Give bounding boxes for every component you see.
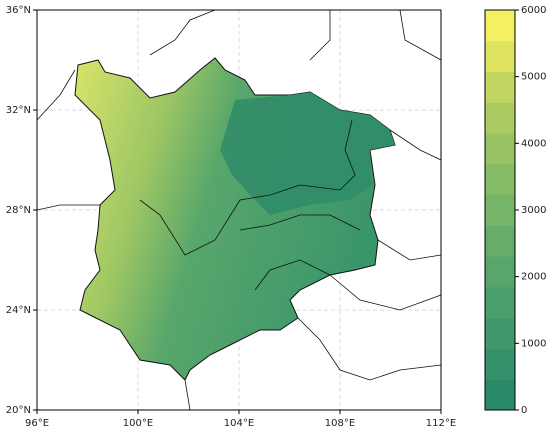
x-tick-label: 96°E [25,418,49,429]
colorbar-tick-label: 6000 [521,5,546,16]
colorbar-band [485,10,515,42]
colorbar-tick-label: 4000 [521,138,546,149]
colorbar-band [485,71,515,103]
y-tick-label: 36°N [6,5,31,16]
colorbar-band [485,379,515,411]
province-border [139,119,361,291]
colorbar-band [485,194,515,226]
x-tick-label: 112°E [426,418,456,429]
colorbar: 0 1000 2000 3000 4000 5000 6000 [484,5,546,416]
colorbar-band [485,133,515,165]
y-tick-label: 20°N [6,405,31,416]
colorbar-band [485,317,515,349]
colorbar-band [485,286,515,319]
colorbar-tick-label: 1000 [521,338,546,349]
y-tick-label: 32°N [6,105,31,116]
colorbar-tick-label: 3000 [521,205,546,216]
colorbar-band [485,102,515,134]
outer-border [36,9,442,411]
colorbar-band [485,163,515,196]
y-tick-label: 28°N [6,205,31,216]
x-tick-label: 108°E [325,418,355,429]
colorbar-band [485,348,515,380]
x-tick-label: 104°E [224,418,254,429]
colorbar-tick-label: 5000 [521,72,546,83]
colorbar-tick-label: 0 [521,405,527,416]
colorbar-tick-label: 2000 [521,272,546,283]
colorbar-band [485,225,515,257]
x-tick-label: 100°E [123,418,153,429]
y-tick-label: 24°N [6,305,31,316]
colorbar-band [485,40,515,73]
colorbar-band [485,256,515,288]
